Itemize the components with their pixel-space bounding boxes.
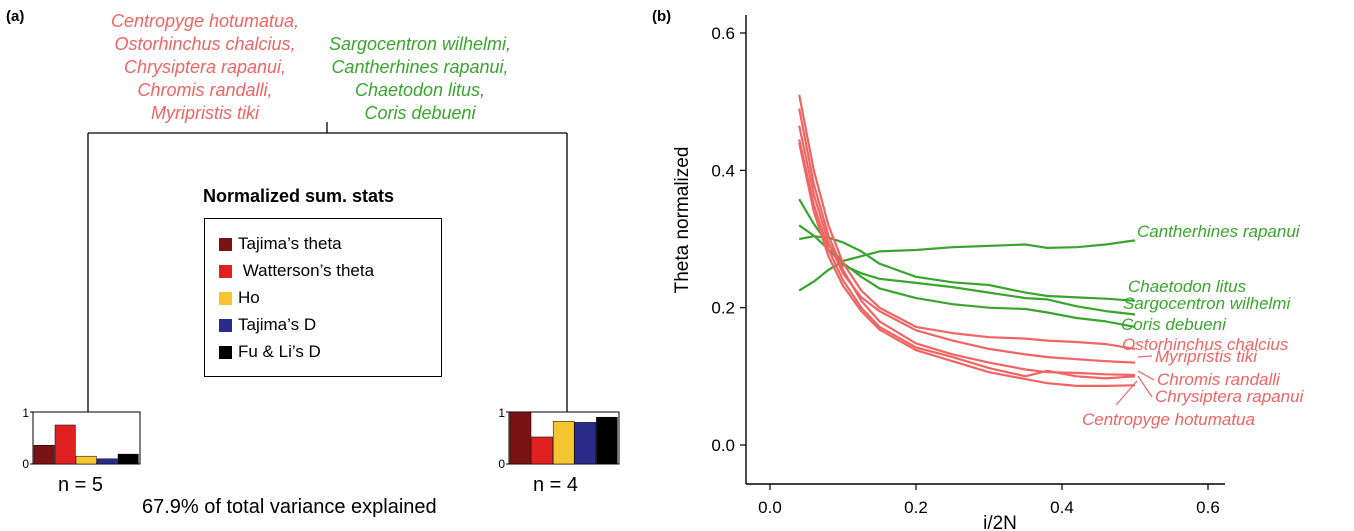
- y-tick-label: 0.2: [711, 299, 735, 318]
- y-tick-label: 0.0: [711, 436, 735, 455]
- x-tick-label: 0.2: [904, 498, 928, 517]
- y-tick-label: 0.4: [711, 161, 735, 180]
- left-group-bar-chart: 10: [22, 406, 141, 471]
- cluster-dendrogram: [87, 122, 568, 412]
- series-label-leader: [1137, 375, 1153, 398]
- panel-a-label: (a): [6, 8, 25, 25]
- series-label-sargocentron-wilhelmi: Sargocentron wilhelmi: [1123, 294, 1291, 313]
- variance-explained-text: 67.9% of total variance explained: [142, 496, 437, 518]
- left-species-1: Centropyge hotumatua,: [110, 11, 300, 31]
- right-group-species-list: Sargocentron wilhelmi, Cantherhines rapa…: [300, 33, 540, 125]
- series-label-chromis-randalli: Chromis randalli: [1157, 370, 1281, 389]
- mini-y-tick-label: 1: [498, 406, 505, 420]
- right-group-n-label: n = 4: [533, 474, 579, 496]
- left-group-n-label: n = 5: [58, 474, 104, 496]
- legend-label: Tajima’s theta: [238, 234, 342, 253]
- series-line-ostorhinchus-chalcius: [798, 94, 1136, 350]
- bar-watterson-s-theta: [54, 424, 76, 465]
- legend-swatch-tajima-d: [219, 318, 232, 332]
- series-label-leader: [1137, 370, 1155, 381]
- legend-swatch-watterson-theta: [219, 264, 232, 278]
- right-species-4: Coris debueni: [364, 103, 476, 123]
- series-label-cantherhines-rapanui: Cantherhines rapanui: [1137, 222, 1301, 241]
- theta-line-chart: 0.0 0.2 0.4 0.6 0.0 0.2 0.4 0.6 i/2N Theta normal…: [672, 15, 1305, 531]
- left-species-4: Chromis randalli,: [137, 80, 273, 100]
- legend-item-fu-li-d: Fu & Li’s D: [219, 340, 321, 364]
- legend-item-ho: Ho: [219, 286, 260, 310]
- legend-item-tajima-theta: Tajima’s theta: [219, 232, 342, 256]
- series-label-leader: [1115, 380, 1138, 406]
- series-line-myripristis-tiki: [798, 125, 1136, 364]
- series-line-chrysiptera-rapanui: [798, 139, 1136, 380]
- left-group-species-list: Centropyge hotumatua, Ostorhinchus chalc…: [60, 10, 350, 125]
- legend: Tajima’s theta Watterson’s theta Ho Taji…: [204, 218, 442, 377]
- series-label-chrysiptera-rapanui: Chrysiptera rapanui: [1155, 387, 1305, 406]
- legend-label: Fu & Li’s D: [238, 342, 321, 361]
- series-label-coris-debueni: Coris debueni: [1121, 315, 1227, 334]
- series-line-centropyge-hotumatua: [798, 142, 1136, 387]
- y-tick-label: 0.6: [711, 24, 735, 43]
- bar-fu-li-s-d: [596, 416, 618, 465]
- right-species-2: Cantherhines rapanui,: [331, 57, 509, 77]
- series-label-myripristis-tiki: Myripristis tiki: [1155, 347, 1258, 366]
- mini-y-tick-label: 1: [22, 406, 29, 420]
- mini-y-tick-label: 0: [22, 457, 29, 471]
- legend-swatch-ho: [219, 291, 232, 305]
- legend-label: Tajima’s D: [238, 315, 317, 334]
- series-label-leader: [1137, 355, 1153, 358]
- x-tick-label: 0.0: [758, 498, 782, 517]
- x-tick-label: 0.6: [1196, 498, 1220, 517]
- left-species-5: Myripristis tiki: [151, 103, 259, 123]
- x-tick-label: 0.4: [1050, 498, 1074, 517]
- legend-label: Ho: [238, 288, 260, 307]
- left-species-2: Ostorhinchus chalcius,: [114, 34, 296, 54]
- series-line-sargocentron-wilhelmi: [798, 224, 1136, 316]
- legend-item-watterson-theta: Watterson’s theta: [219, 259, 374, 283]
- series-line-chromis-randalli: [798, 108, 1136, 377]
- series-line-chaetodon-litus: [798, 235, 1136, 302]
- right-group-bar-chart: 10: [498, 406, 620, 471]
- series-label-ostorhinchus-chalcius: Ostorhinchus chalcius: [1122, 335, 1289, 354]
- bar-fu-li-s-d: [117, 453, 139, 465]
- series-line-cantherhines-rapanui: [798, 239, 1136, 292]
- legend-swatch-tajima-theta: [219, 237, 232, 251]
- bar-tajima-s-d: [96, 458, 118, 465]
- legend-item-tajima-d: Tajima’s D: [219, 313, 316, 337]
- panel-b-label: (b): [652, 8, 672, 25]
- mini-y-tick-label: 0: [498, 457, 505, 471]
- bar-tajima-s-theta: [509, 411, 532, 465]
- left-species-3: Chrysiptera rapanui,: [123, 57, 287, 77]
- y-axis-label: Theta normalized: [672, 147, 693, 294]
- series-label-centropyge-hotumatua: Centropyge hotumatua: [1082, 410, 1255, 429]
- bar-tajima-s-theta: [33, 445, 55, 465]
- bar-ho: [75, 455, 97, 465]
- x-axis-label: i/2N: [983, 513, 1017, 531]
- right-species-3: Chaetodon litus,: [354, 80, 486, 100]
- right-species-1: Sargocentron wilhelmi,: [328, 34, 512, 54]
- series-label-chaetodon-litus: Chaetodon litus: [1128, 277, 1247, 296]
- legend-swatch-fu-li-d: [219, 345, 232, 359]
- bar-ho: [552, 421, 575, 465]
- legend-label: Watterson’s theta: [238, 261, 375, 280]
- bar-watterson-s-theta: [531, 436, 553, 465]
- bar-tajima-s-d: [574, 422, 597, 465]
- legend-title: Normalized sum. stats: [203, 186, 395, 206]
